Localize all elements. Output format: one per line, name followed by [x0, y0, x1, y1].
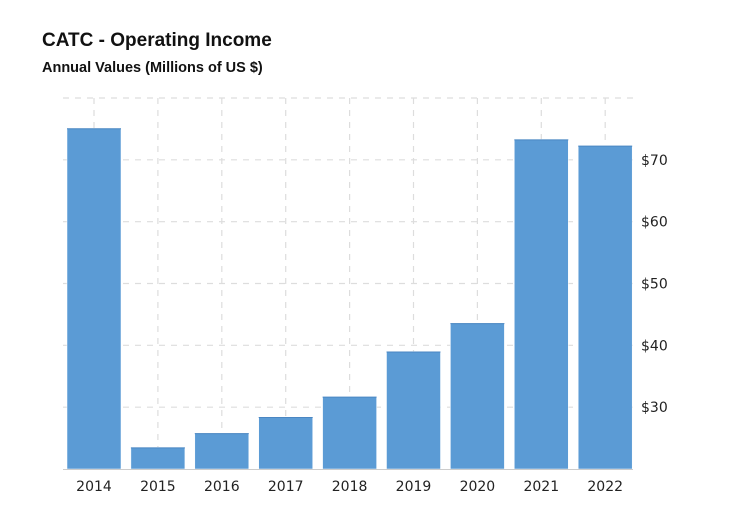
- x-tick-label: 2014: [76, 479, 112, 495]
- bar-2019[interactable]: [386, 351, 441, 470]
- x-tick-labels: 2014 2015 2016 2017 2018 2019 2020 2021 2022: [76, 479, 623, 495]
- x-tick-label: 2020: [460, 479, 496, 495]
- y-tick-label: $50: [641, 277, 668, 293]
- x-tick-label: 2016: [204, 479, 240, 495]
- bar-2014[interactable]: [66, 128, 122, 470]
- bar-2017[interactable]: [258, 416, 313, 470]
- y-tick-labels: $30 $40 $50 $60 $70: [641, 153, 668, 416]
- x-tick-label: 2017: [268, 479, 304, 495]
- x-tick-label: 2022: [587, 479, 623, 495]
- bar-2021[interactable]: [514, 139, 569, 470]
- bar-2015[interactable]: [130, 447, 186, 470]
- bar-2022[interactable]: [577, 145, 633, 470]
- chart-subtitle: Annual Values (Millions of US $): [42, 60, 263, 76]
- bar-2016[interactable]: [194, 432, 250, 470]
- chart-title: CATC - Operating Income: [42, 30, 272, 51]
- bar-2018[interactable]: [322, 396, 377, 470]
- bar-2020[interactable]: [450, 322, 505, 470]
- y-tick-label: $40: [641, 338, 668, 354]
- y-tick-label: $70: [641, 153, 668, 169]
- x-tick-label: 2021: [523, 479, 559, 495]
- x-tick-label: 2015: [140, 479, 176, 495]
- x-tick-label: 2018: [332, 479, 368, 495]
- bars: [66, 128, 633, 470]
- y-tick-label: $30: [641, 400, 668, 416]
- x-tick-label: 2019: [396, 479, 432, 495]
- y-tick-label: $60: [641, 215, 668, 231]
